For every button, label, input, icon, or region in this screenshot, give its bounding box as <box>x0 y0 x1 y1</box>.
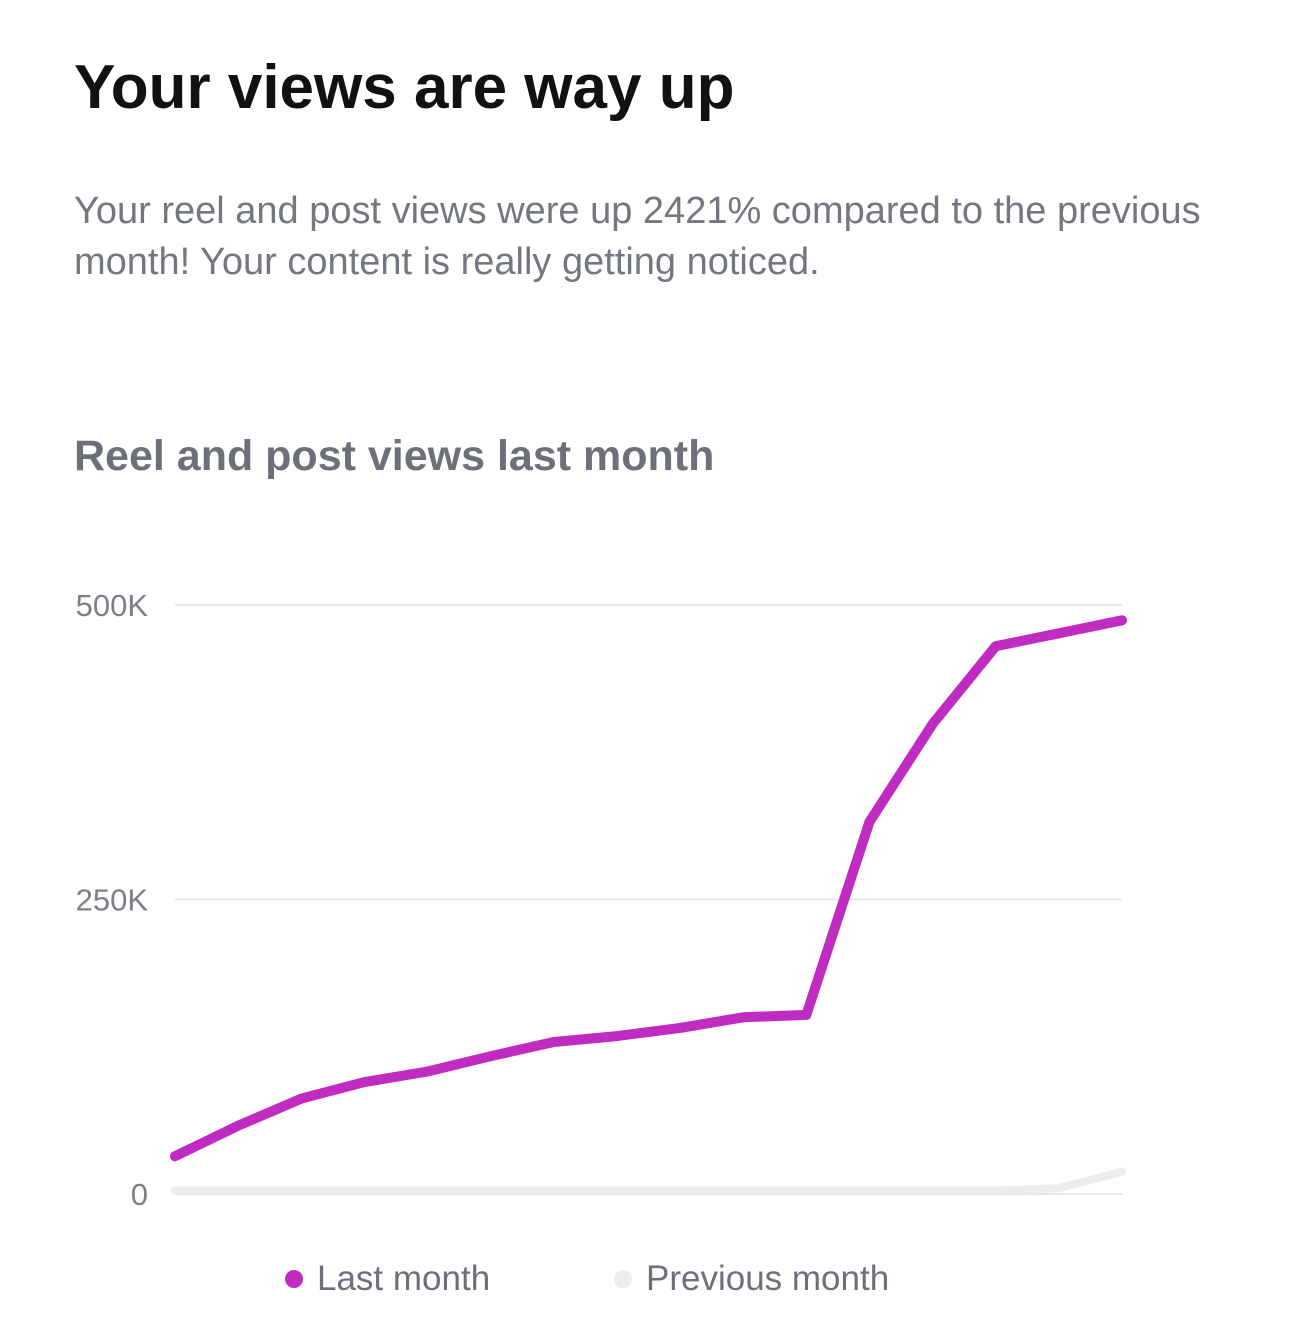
legend-swatch-last-month <box>285 1270 303 1288</box>
page-title: Your views are way up <box>74 53 735 122</box>
y-tick-label: 0 <box>131 1177 148 1212</box>
legend-item-previous-month[interactable]: Previous month <box>614 1254 889 1304</box>
chart-title: Reel and post views last month <box>74 432 715 480</box>
chart-legend: Last month Previous month <box>0 1254 1290 1304</box>
gridlines <box>175 604 1122 1195</box>
legend-label-previous-month: Previous month <box>646 1259 890 1298</box>
page-description: Your reel and post views were up 2421% c… <box>74 190 1201 283</box>
y-tick-label: 250K <box>76 883 149 918</box>
series-line-last-month <box>170 615 1127 1162</box>
legend-label-last-month: Last month <box>317 1259 491 1298</box>
series-lines <box>170 615 1127 1195</box>
line-chart: 0 250K 500K <box>76 588 1127 1212</box>
series-line-previous-month <box>171 1167 1126 1195</box>
y-tick-label: 500K <box>76 588 149 623</box>
legend-item-last-month[interactable]: Last month <box>285 1254 490 1304</box>
y-axis-ticks: 0 250K 500K <box>76 588 149 1212</box>
legend-swatch-previous-month <box>614 1270 632 1288</box>
